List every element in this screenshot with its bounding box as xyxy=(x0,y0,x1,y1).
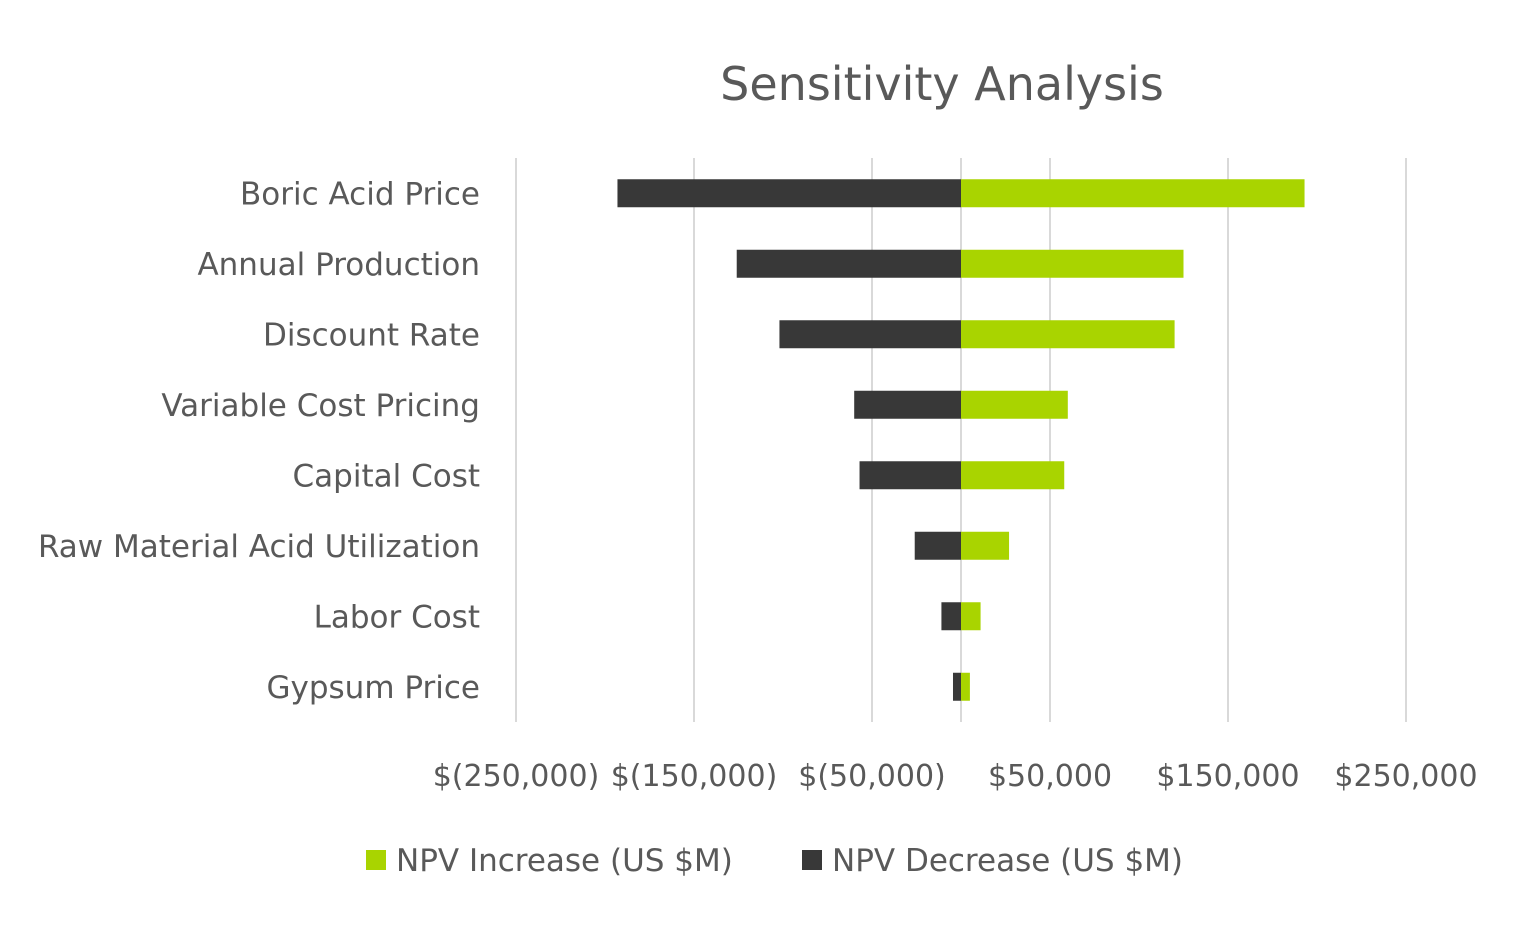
legend-swatch xyxy=(366,850,386,870)
x-tick-label: $(50,000) xyxy=(798,759,945,794)
category-label: Annual Production xyxy=(197,247,480,283)
x-tick-label: $250,000 xyxy=(1334,759,1477,794)
x-tick-label: $50,000 xyxy=(988,759,1112,794)
category-label: Gypsum Price xyxy=(266,670,480,706)
bar-increase xyxy=(961,179,1305,208)
bar-increase xyxy=(961,320,1175,349)
category-label: Capital Cost xyxy=(293,458,480,494)
bar-decrease xyxy=(779,320,961,349)
bar-decrease xyxy=(952,672,961,701)
bar-decrease xyxy=(859,461,961,490)
bar-decrease xyxy=(914,531,961,560)
chart-title: Sensitivity Analysis xyxy=(720,57,1164,111)
bar-increase xyxy=(961,390,1068,419)
bar-decrease xyxy=(617,179,961,208)
legend-swatch xyxy=(802,850,822,870)
category-label: Labor Cost xyxy=(314,599,480,635)
legend-label: NPV Decrease (US $M) xyxy=(832,843,1183,879)
x-tick-label: $(150,000) xyxy=(611,759,778,794)
bar-increase xyxy=(961,461,1065,490)
bar-increase xyxy=(961,602,981,631)
bar-decrease xyxy=(941,602,961,631)
category-label: Discount Rate xyxy=(263,317,480,353)
bar-decrease xyxy=(736,249,961,278)
category-label: Variable Cost Pricing xyxy=(161,388,480,424)
legend-label: NPV Increase (US $M) xyxy=(396,843,733,879)
bar-increase xyxy=(961,672,970,701)
x-tick-label: $(250,000) xyxy=(433,759,600,794)
x-tick-label: $150,000 xyxy=(1156,759,1299,794)
bar-increase xyxy=(961,531,1010,560)
bar-decrease xyxy=(854,390,961,419)
category-label: Boric Acid Price xyxy=(240,176,480,212)
bar-increase xyxy=(961,249,1184,278)
category-label: Raw Material Acid Utilization xyxy=(38,529,480,565)
